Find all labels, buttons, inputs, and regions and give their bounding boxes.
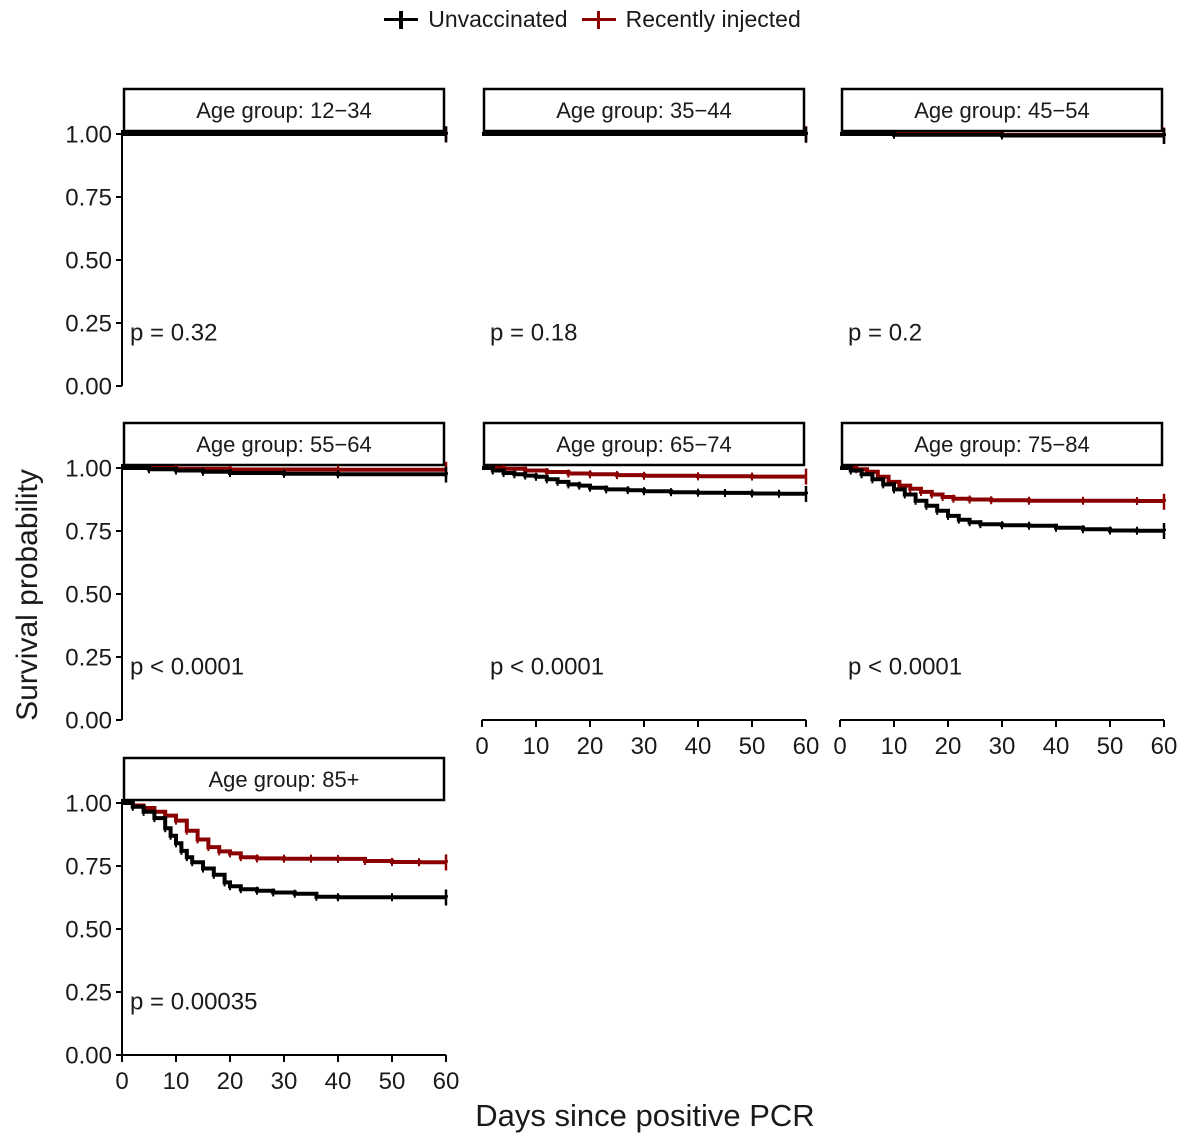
facet1-strip bbox=[122, 87, 446, 133]
facet1-strip-title: Age group: 12−34 bbox=[196, 98, 372, 123]
legend-label-unvaccinated: Unvaccinated bbox=[428, 6, 568, 32]
facet7-y-tick-label-0-75: 0.75 bbox=[65, 854, 112, 881]
y-axis-label: Survival probability bbox=[11, 469, 44, 721]
facet7-strip-title: Age group: 85+ bbox=[208, 767, 359, 792]
facet5-strip bbox=[482, 421, 806, 467]
facet1-y-tick-label-0-75: 0.75 bbox=[65, 185, 112, 212]
legend-label-recently-injected: Recently injected bbox=[625, 6, 801, 32]
facet7-y-tick-label-0-25: 0.25 bbox=[65, 980, 112, 1007]
facet7-x-tick-label-10: 10 bbox=[163, 1068, 190, 1095]
facet6-x-tick-label-40: 40 bbox=[1043, 733, 1070, 760]
x-axis-label: Days since positive PCR bbox=[475, 1098, 815, 1133]
facet7-curve-unvaccinated bbox=[122, 801, 448, 900]
facet7-y-tick-label-1-00: 1.00 bbox=[65, 791, 112, 818]
facet6-x-tick-label-10: 10 bbox=[881, 733, 908, 760]
facet5-x-tick-label-10: 10 bbox=[523, 733, 550, 760]
facet6-x-tick-label-60: 60 bbox=[1151, 733, 1178, 760]
facet7-x-tick-label-0: 0 bbox=[115, 1068, 128, 1095]
facet2-pvalue: p = 0.18 bbox=[490, 320, 577, 347]
facet3-pvalue: p = 0.2 bbox=[848, 320, 922, 347]
facet7-x-tick-label-20: 20 bbox=[217, 1068, 244, 1095]
facet6-pvalue: p < 0.0001 bbox=[848, 654, 962, 681]
facet1-y-tick-label-0-50: 0.50 bbox=[65, 248, 112, 275]
facet2-curve-unvaccinated bbox=[482, 132, 808, 136]
facet6-x-tick-label-0: 0 bbox=[833, 733, 846, 760]
facet6-x-tick-label-20: 20 bbox=[935, 733, 962, 760]
facet3-strip bbox=[840, 87, 1164, 133]
legend-key-unvaccinated bbox=[384, 10, 419, 30]
facet4-y-tick-label-0-75: 0.75 bbox=[65, 519, 112, 546]
facet4-y-tick-label-0-25: 0.25 bbox=[65, 645, 112, 672]
facet6-strip-title: Age group: 75−84 bbox=[914, 432, 1090, 457]
facet7-x-tick-label-40: 40 bbox=[325, 1068, 352, 1095]
facet5-x-tick-label-30: 30 bbox=[631, 733, 658, 760]
facet1-y-tick-label-0-00: 0.00 bbox=[65, 374, 112, 401]
facet4-pvalue: p < 0.0001 bbox=[130, 654, 244, 681]
facet5-x-tick-label-0: 0 bbox=[475, 733, 488, 760]
facet1-pvalue: p = 0.32 bbox=[130, 320, 217, 347]
facet6-x-tick-label-30: 30 bbox=[989, 733, 1016, 760]
facet6-x-tick-label-50: 50 bbox=[1097, 733, 1124, 760]
facet1-y-tick-label-0-25: 0.25 bbox=[65, 311, 112, 338]
facet7-pvalue: p = 0.00035 bbox=[130, 989, 257, 1016]
facet4-y-tick-label-0-50: 0.50 bbox=[65, 582, 112, 609]
facet7-x-tick-label-30: 30 bbox=[271, 1068, 298, 1095]
legend-item-unvaccinated: Unvaccinated bbox=[384, 6, 568, 33]
facet5-x-tick-label-20: 20 bbox=[577, 733, 604, 760]
facet5-x-tick-label-60: 60 bbox=[793, 733, 820, 760]
facet7-y-tick-label-0-50: 0.50 bbox=[65, 917, 112, 944]
facet4-strip-title: Age group: 55−64 bbox=[196, 432, 372, 457]
facet4-y-tick-label-0-00: 0.00 bbox=[65, 708, 112, 735]
facet1-y-tick-label-1-00: 1.00 bbox=[65, 122, 112, 149]
facet4-y-tick-label-1-00: 1.00 bbox=[65, 456, 112, 483]
facet5-pvalue: p < 0.0001 bbox=[490, 654, 604, 681]
facet2-strip bbox=[482, 87, 806, 133]
facet7-x-tick-label-50: 50 bbox=[379, 1068, 406, 1095]
facet4-strip bbox=[122, 421, 446, 467]
legend: Unvaccinated Recently injected bbox=[0, 6, 1185, 33]
facet5-x-tick-label-50: 50 bbox=[739, 733, 766, 760]
facet6-strip bbox=[840, 421, 1164, 467]
facet7-strip bbox=[122, 756, 446, 802]
legend-item-recently-injected: Recently injected bbox=[581, 6, 801, 33]
facet7-y-tick-label-0-00: 0.00 bbox=[65, 1043, 112, 1070]
facet2-strip-title: Age group: 35−44 bbox=[556, 98, 732, 123]
facet5-x-tick-label-40: 40 bbox=[685, 733, 712, 760]
facet7-x-tick-label-60: 60 bbox=[433, 1068, 460, 1095]
facet5-strip-title: Age group: 65−74 bbox=[556, 432, 732, 457]
facet3-strip-title: Age group: 45−54 bbox=[914, 98, 1090, 123]
legend-key-recently-injected bbox=[581, 10, 616, 30]
